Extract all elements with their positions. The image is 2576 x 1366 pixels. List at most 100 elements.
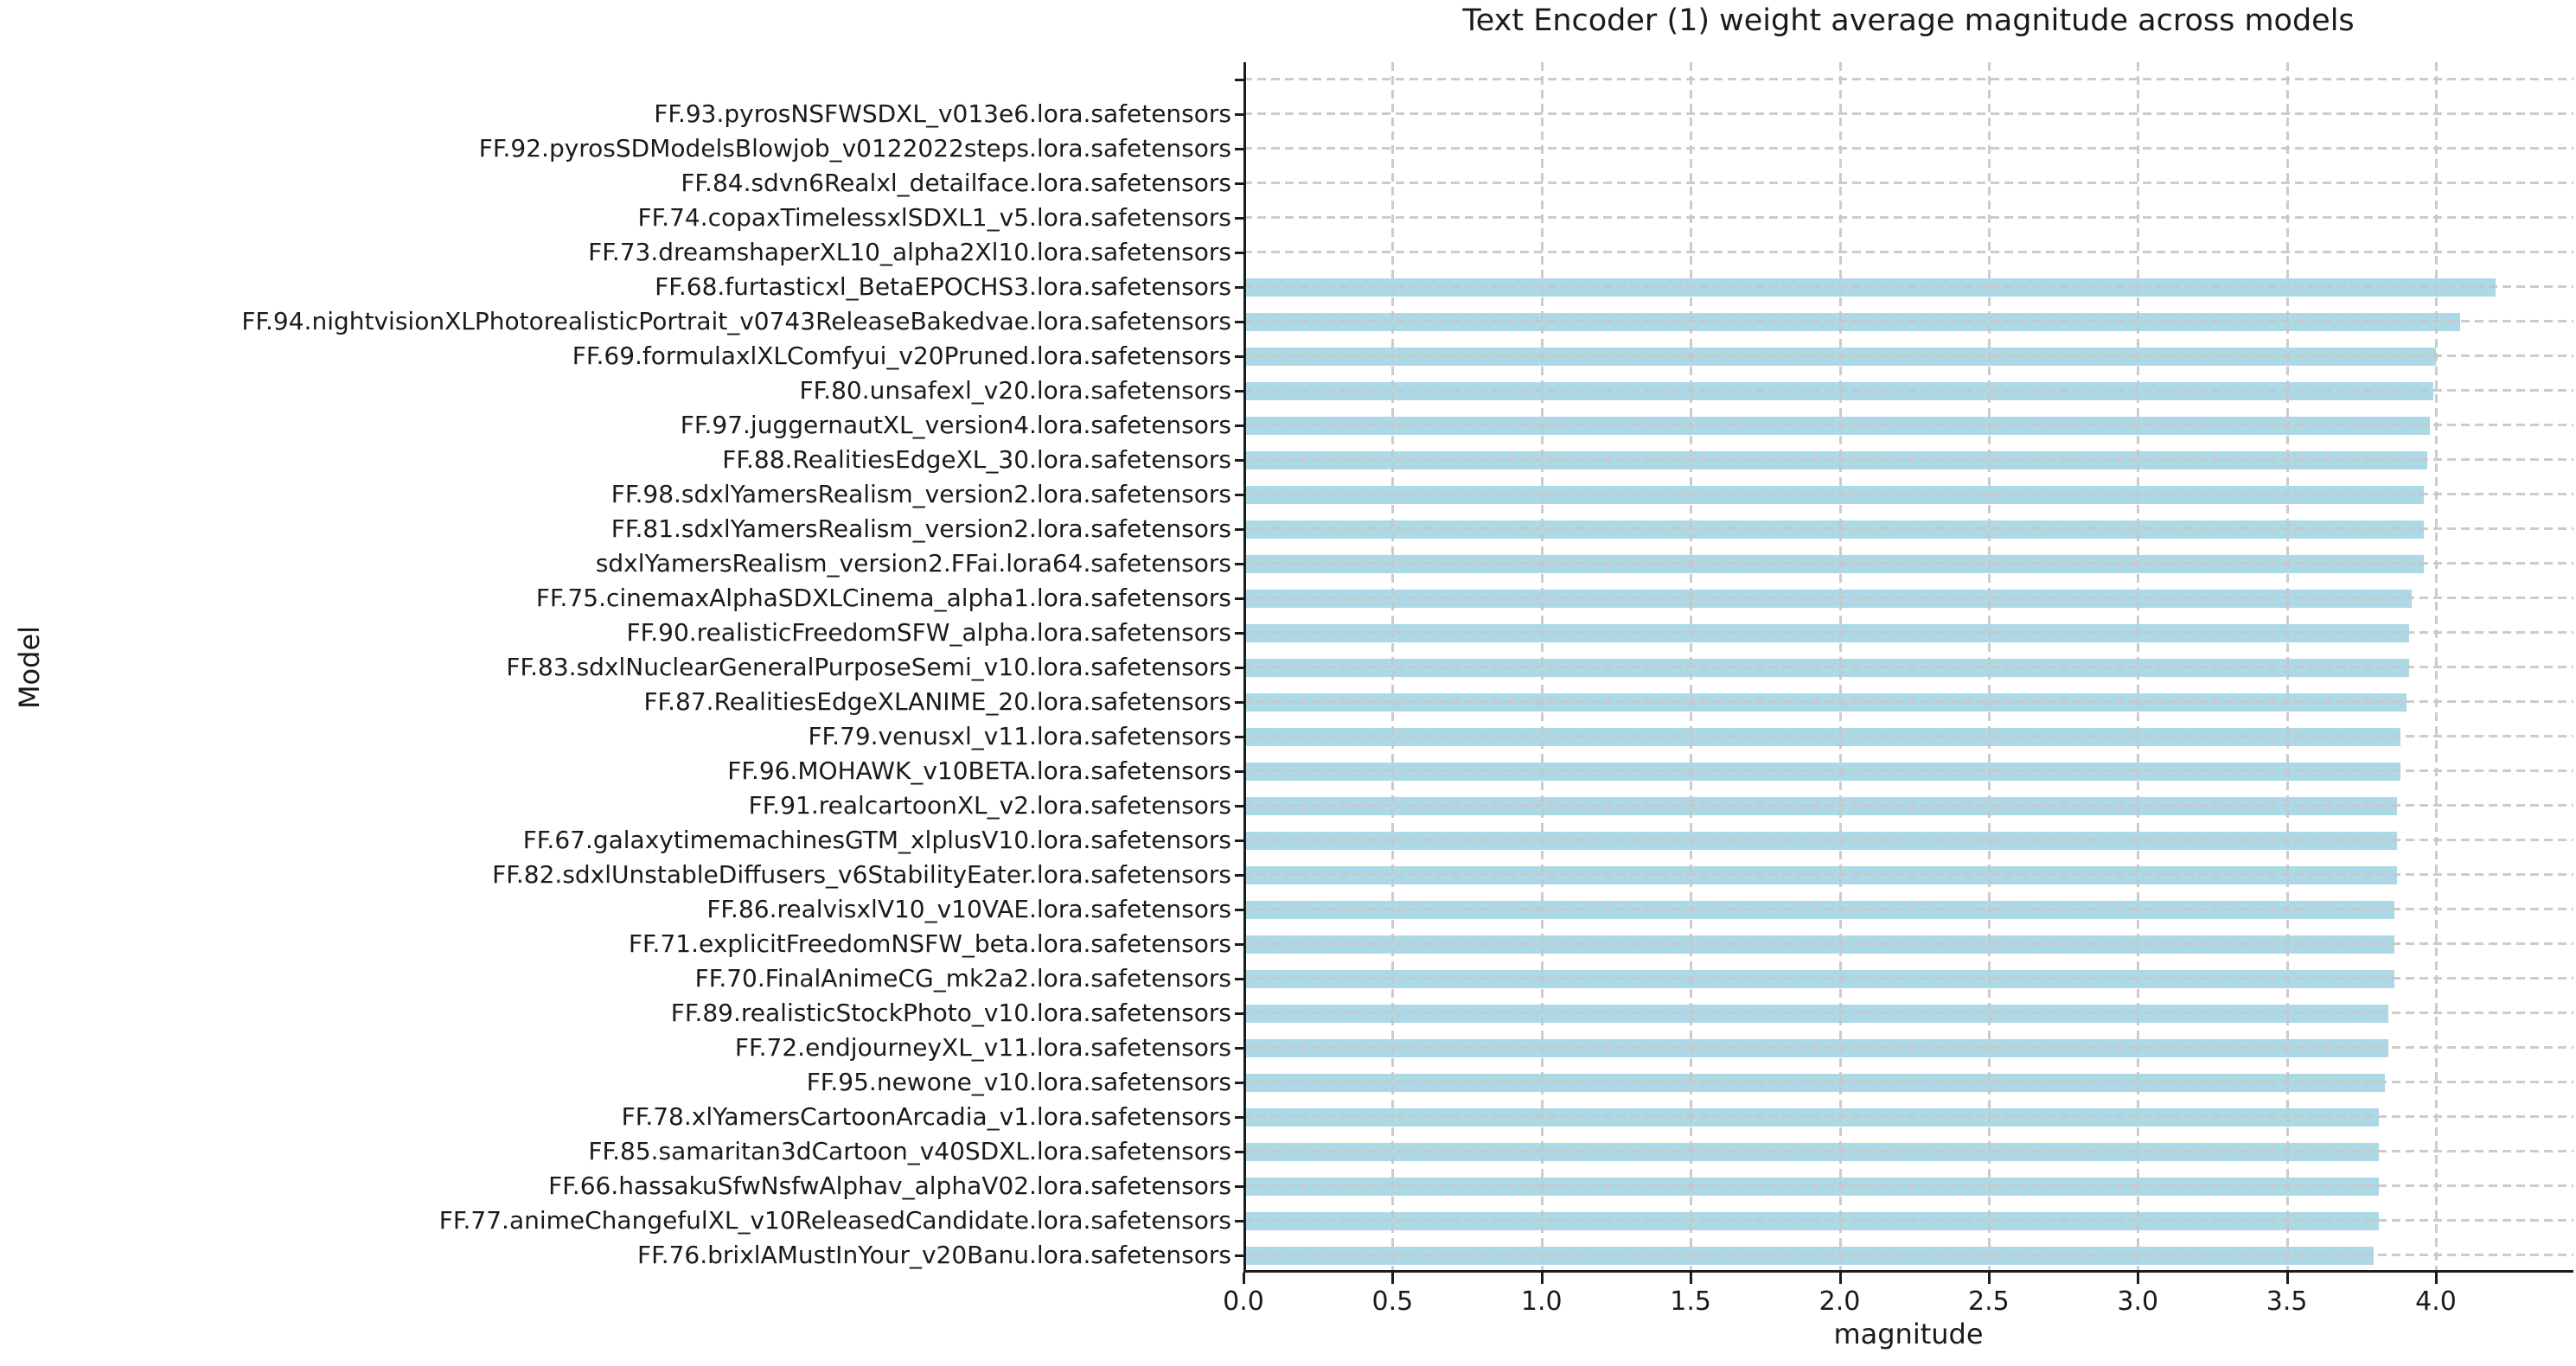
x-tick-label: 0.5 [1371, 1286, 1414, 1317]
x-tick-label: 4.0 [2415, 1286, 2457, 1317]
y-tick-label: FF.82.sdxlUnstableDiffusers_v6StabilityE… [492, 860, 1231, 889]
gridline-x [2137, 62, 2140, 1273]
x-tick-label: 0.0 [1223, 1286, 1264, 1317]
gridline-y [1243, 1219, 2573, 1222]
y-tick-mark [1235, 736, 1243, 738]
gridline-y [1243, 78, 2573, 80]
gridline-y [1243, 769, 2573, 772]
gridline-y [1243, 147, 2573, 150]
gridline-y [1243, 735, 2573, 737]
y-tick-label: FF.66.hassakuSfwNsfwAlphav_alphaV02.lora… [548, 1171, 1231, 1200]
y-tick-label: FF.94.nightvisionXLPhotorealisticPortrai… [241, 307, 1231, 335]
gridline-y [1243, 1081, 2573, 1083]
gridline-y [1243, 424, 2573, 426]
y-tick-label: FF.92.pyrosSDModelsBlowjob_v0122022steps… [478, 134, 1231, 163]
y-tick-mark [1235, 217, 1243, 220]
x-tick-mark [1540, 1273, 1544, 1284]
gridline-y [1243, 182, 2573, 184]
y-tick-mark [1235, 528, 1243, 531]
y-tick-label: FF.91.realcartoonXL_v2.lora.safetensors [748, 791, 1231, 820]
y-tick-label: FF.93.pyrosNSFWSDXL_v013e6.lora.safetens… [654, 99, 1231, 128]
y-tick-mark [1235, 459, 1243, 462]
gridline-y [1243, 1184, 2573, 1187]
y-tick-label: FF.83.sdxlNuclearGeneralPurposeSemi_v10.… [506, 653, 1231, 681]
gridline-y [1243, 804, 2573, 807]
gridline-x [1987, 62, 1991, 1273]
gridline-y [1243, 631, 2573, 634]
y-tick-label: FF.69.formulaxlXLComfyui_v20Pruned.lora.… [572, 342, 1231, 370]
y-tick-label: FF.89.realisticStockPhoto_v10.lora.safet… [670, 999, 1231, 1027]
y-tick-label: FF.90.realisticFreedomSFW_alpha.lora.saf… [626, 618, 1231, 647]
y-tick-mark [1235, 597, 1243, 600]
y-tick-label: FF.68.furtasticxl_BetaEPOCHS3.lora.safet… [655, 272, 1231, 301]
x-axis-label: magnitude [1833, 1318, 1984, 1350]
gridline-y [1243, 493, 2573, 495]
y-axis-spine [1243, 62, 1246, 1273]
gridline-x [1838, 62, 1842, 1273]
y-tick-mark [1235, 701, 1243, 704]
gridline-y [1243, 251, 2573, 253]
y-tick-mark [1235, 1254, 1243, 1257]
y-tick-label: FF.88.RealitiesEdgeXL_30.lora.safetensor… [722, 445, 1231, 474]
y-tick-mark [1235, 321, 1243, 323]
gridline-y [1243, 597, 2573, 599]
gridline-y [1243, 389, 2573, 392]
chart-title: Text Encoder (1) weight average magnitud… [1462, 3, 2355, 38]
x-tick-label: 1.5 [1670, 1286, 1711, 1317]
gridline-y [1243, 942, 2573, 945]
gridline-y [1243, 1046, 2573, 1049]
y-tick-label: FF.84.sdvn6Realxl_detailface.lora.safete… [681, 169, 1231, 197]
y-tick-label: FF.73.dreamshaperXL10_alpha2Xl10.lora.sa… [588, 238, 1231, 266]
gridline-x [2435, 62, 2438, 1273]
gridline-x [2285, 62, 2289, 1273]
y-tick-label: FF.76.brixlAMustInYour_v20Banu.lora.safe… [637, 1241, 1231, 1269]
y-tick-mark [1235, 79, 1243, 81]
x-axis-spine [1243, 1270, 2573, 1273]
gridline-y [1243, 458, 2573, 461]
x-tick-mark [1243, 1273, 1245, 1284]
gridline-y [1243, 1254, 2573, 1256]
y-tick-label: FF.78.xlYamersCartoonArcadia_v1.lora.saf… [621, 1102, 1231, 1131]
y-tick-label: FF.80.unsafexl_v20.lora.safetensors [799, 376, 1231, 405]
y-tick-label: FF.71.explicitFreedomNSFW_beta.lora.safe… [628, 929, 1231, 958]
y-tick-mark [1235, 355, 1243, 358]
y-tick-label: sdxlYamersRealism_version2.FFai.lora64.s… [595, 549, 1231, 578]
y-tick-label: FF.86.realvisxlV10_v10VAE.lora.safetenso… [706, 895, 1231, 923]
x-tick-label: 1.0 [1520, 1286, 1563, 1317]
y-tick-mark [1235, 1220, 1243, 1222]
y-tick-mark [1235, 1116, 1243, 1119]
y-tick-label: FF.96.MOHAWK_v10BETA.lora.safetensors [727, 756, 1231, 785]
y-tick-mark [1235, 390, 1243, 393]
gridline-y [1243, 527, 2573, 530]
y-tick-label [0, 62, 1231, 97]
y-tick-label: FF.67.galaxytimemachinesGTM_xlplusV10.lo… [522, 826, 1231, 854]
y-tick-mark [1235, 113, 1243, 116]
y-tick-label: FF.81.sdxlYamersRealism_version2.lora.sa… [610, 514, 1231, 543]
y-tick-label: FF.97.juggernautXL_version4.lora.safeten… [680, 411, 1231, 439]
y-tick-mark [1235, 494, 1243, 496]
y-tick-label: FF.87.RealitiesEdgeXLANIME_20.lora.safet… [643, 687, 1231, 716]
y-tick-mark [1235, 839, 1243, 842]
x-tick-label: 3.0 [2117, 1286, 2159, 1317]
gridline-y [1243, 700, 2573, 703]
y-tick-label: FF.95.newone_v10.lora.safetensors [806, 1068, 1231, 1096]
gridline-y [1243, 873, 2573, 876]
x-tick-label: 2.0 [1819, 1286, 1861, 1317]
y-tick-label: FF.85.samaritan3dCartoon_v40SDXL.lora.sa… [588, 1137, 1231, 1165]
y-tick-label: FF.79.venusxl_v11.lora.safetensors [808, 722, 1231, 750]
y-tick-mark [1235, 182, 1243, 185]
x-tick-label: 3.5 [2266, 1286, 2308, 1317]
y-tick-label: FF.70.FinalAnimeCG_mk2a2.lora.safetensor… [694, 964, 1231, 993]
y-tick-mark [1235, 632, 1243, 635]
y-tick-mark [1235, 424, 1243, 427]
gridline-y [1243, 354, 2573, 357]
gridline-x [1690, 62, 1693, 1273]
y-tick-label: FF.72.endjourneyXL_v11.lora.safetensors [734, 1033, 1231, 1062]
y-tick-mark [1235, 1082, 1243, 1084]
plot-area [1243, 62, 2573, 1273]
y-tick-label: FF.75.cinemaxAlphaSDXLCinema_alpha1.lora… [535, 584, 1231, 612]
gridline-y [1243, 908, 2573, 910]
gridline-y [1243, 320, 2573, 322]
x-tick-label: 2.5 [1968, 1286, 2010, 1317]
